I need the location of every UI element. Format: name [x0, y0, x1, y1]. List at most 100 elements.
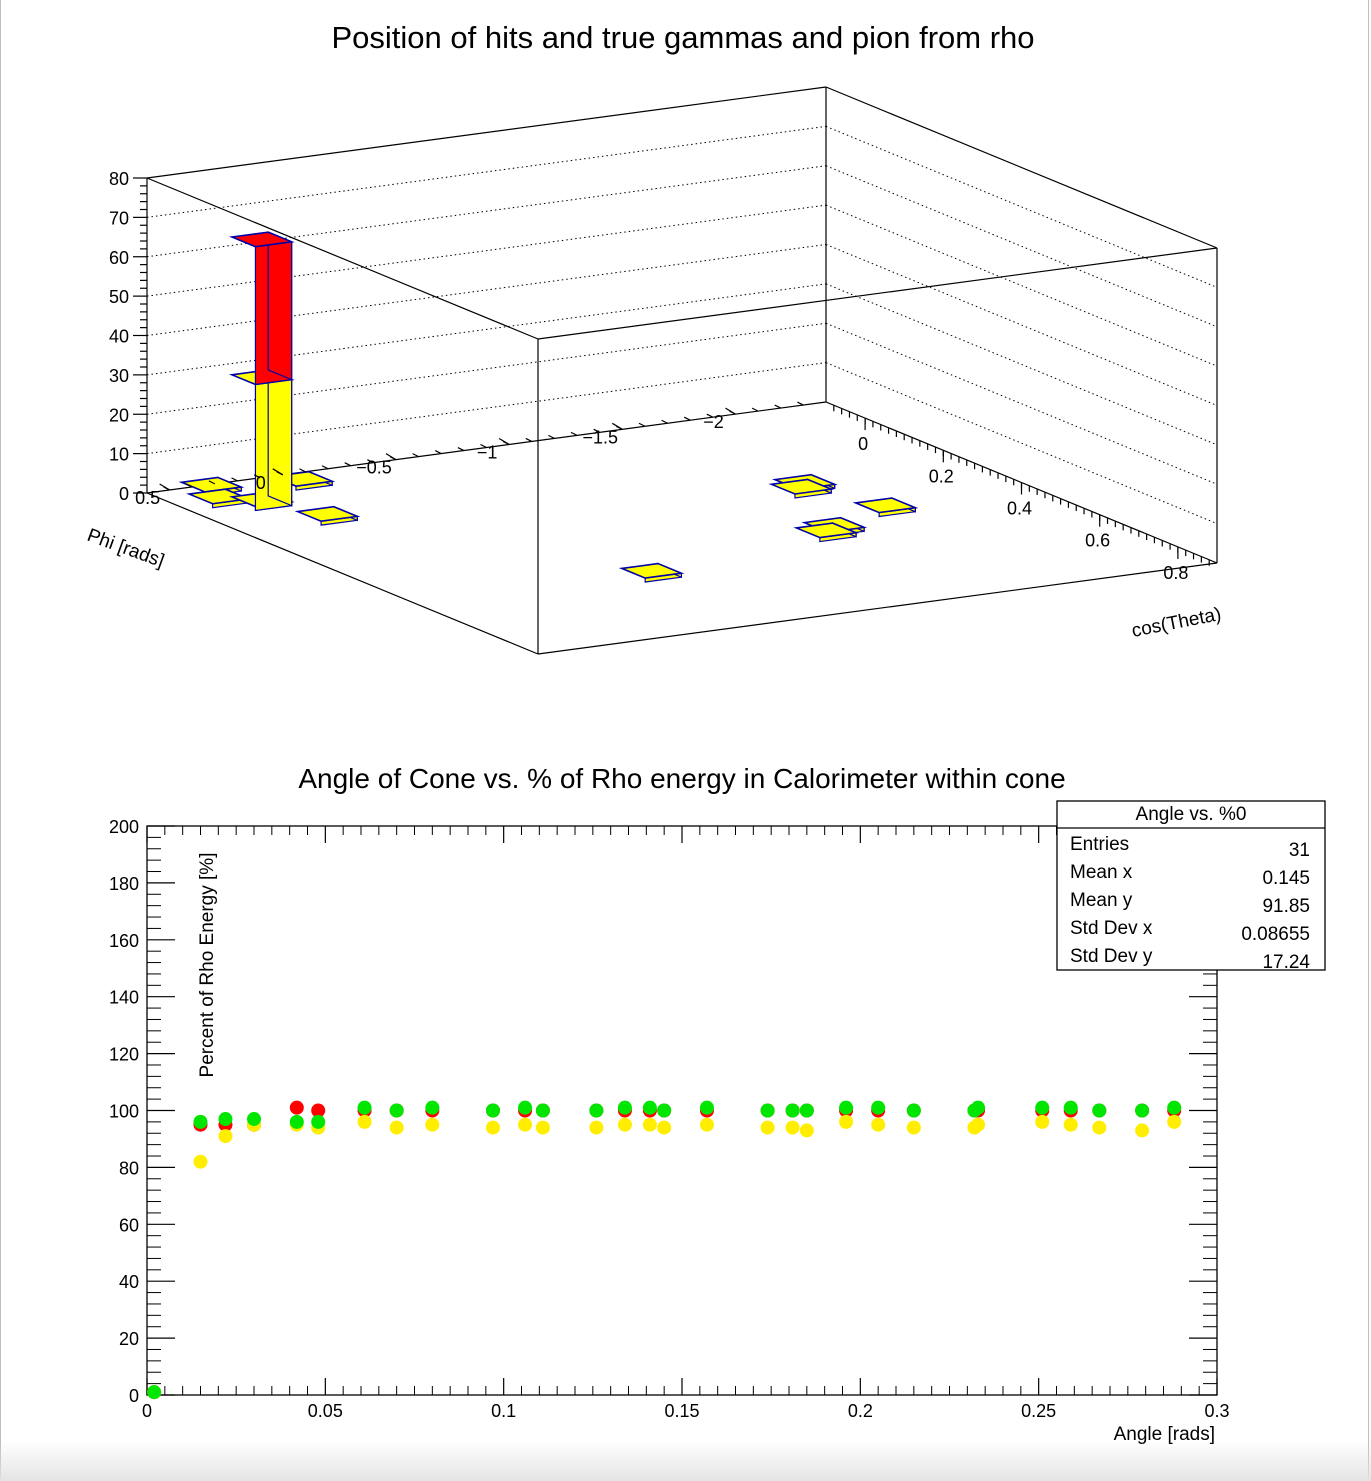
scatter-point-s2-20	[839, 1100, 854, 1115]
lego-y-minor	[367, 459, 374, 464]
scatter-point-s2-7	[389, 1103, 404, 1118]
lego-y-minor	[231, 477, 238, 482]
lego-y-minor	[389, 456, 397, 461]
stats-row-label-1: Mean x	[1070, 862, 1133, 883]
scatter-x-tick-label-5: 0.25	[1021, 1401, 1056, 1421]
lego-hit-3	[294, 505, 361, 526]
lego-hit-8	[852, 497, 919, 518]
scatter-point-s1-6	[357, 1114, 372, 1129]
scatter-point-s2-11	[535, 1103, 550, 1118]
scatter-point-s2-13	[617, 1100, 632, 1115]
lego-y-minor	[434, 450, 442, 455]
lego-y-minor	[729, 410, 736, 415]
scatter-point-s2-6	[357, 1100, 372, 1115]
lego-y-minor	[163, 486, 170, 491]
lego-floor-edge-front-right	[537, 562, 1218, 655]
lego-frame	[146, 86, 1218, 655]
scatter-point-s1-21	[871, 1117, 886, 1132]
lego-y-tick-label-1: 0	[256, 473, 266, 493]
scatter-x-tick-label-3: 0.15	[664, 1401, 699, 1421]
scatter-x-tick-label-4: 0.2	[848, 1401, 873, 1421]
bottom-shade	[0, 1441, 1371, 1481]
lego-y-minor	[253, 474, 261, 479]
lego-grid-right-6	[825, 165, 1218, 328]
lego-ticks: 0 10 20 30 40 50 60 70 80 0 0.2 0.4 0.6 0.8 0.5 0 −0.5 −1…	[109, 169, 1210, 583]
lego-z-tick-label-0: 0	[119, 484, 129, 504]
lego-y-minor	[208, 480, 216, 485]
scatter-point-s2-0	[147, 1385, 162, 1400]
lego-y-minor	[593, 428, 600, 433]
lego-z-tick-label-5: 50	[109, 287, 129, 307]
lego-z-tick-label-7: 70	[109, 208, 129, 228]
lego-y-tick-label-3: −1	[477, 442, 498, 462]
lego-grid-left-3	[146, 283, 827, 376]
scatter-point-s0-4	[289, 1100, 304, 1115]
lego-hit-5-top	[768, 478, 835, 495]
lego-bar-gamma	[228, 369, 295, 512]
stats-row-label-4: Std Dev y	[1070, 946, 1153, 967]
lego-y-minor	[683, 416, 691, 421]
lego-top-edge-front-left	[146, 177, 539, 340]
lego-y-minor	[774, 404, 782, 409]
scatter-point-s2-18	[785, 1103, 800, 1118]
lego-x-tick-label-2: 0.4	[1007, 499, 1032, 519]
lego-bar-pion-top	[228, 231, 295, 248]
scatter-x-tick-label-6: 0.3	[1204, 1401, 1229, 1421]
lego-grid-left-7	[146, 125, 827, 218]
lego-top-edge-back-left	[146, 86, 827, 179]
scatter-points	[147, 1100, 1182, 1400]
scatter-point-s1-15	[657, 1120, 672, 1135]
lego-grid-right-5	[825, 204, 1218, 367]
lego-y-minor	[502, 440, 510, 446]
scatter-y-tick-label-8: 160	[109, 931, 139, 951]
scatter-y-tick-label-9: 180	[109, 874, 139, 894]
scatter-point-s1-27	[1092, 1120, 1107, 1135]
lego-y-axis-label: Phi [rads]	[84, 525, 167, 572]
scatter-point-s1-14	[642, 1117, 657, 1132]
scatter-point-s1-7	[389, 1120, 404, 1135]
stats-row-value-0: 31	[1289, 840, 1310, 861]
lego-top-edge-front-right	[537, 247, 1218, 340]
scatter-point-s1-20	[839, 1114, 854, 1129]
scatter-point-s1-8	[425, 1117, 440, 1132]
lego-hit-5	[768, 478, 835, 499]
scatter-y-tick-label-6: 120	[109, 1045, 139, 1065]
lego-grid-left-2	[146, 322, 827, 415]
scatter-point-s1-25	[1035, 1114, 1050, 1129]
lego-z-tick-label-6: 60	[109, 248, 129, 268]
lego-grid-right-4	[825, 244, 1218, 406]
lego-bar-pion	[228, 231, 295, 386]
scatter-y-axis-label: Percent of Rho Energy [%]	[197, 853, 218, 1078]
scatter-y-tick-label-3: 60	[119, 1215, 139, 1235]
stats-box-frame	[1056, 800, 1326, 971]
lego-y-minor	[412, 453, 419, 458]
lego-z-tick-label-4: 40	[109, 327, 129, 347]
scatter-point-s2-4	[289, 1114, 304, 1129]
scatter-point-s1-24	[971, 1117, 986, 1132]
scatter-point-s1-12	[589, 1120, 604, 1135]
scatter-point-s2-24	[971, 1100, 986, 1115]
lego-z-tick-label-2: 20	[109, 405, 129, 425]
scatter-point-s1-16	[699, 1117, 714, 1132]
scatter-point-s1-2	[218, 1129, 233, 1144]
lego-y-minor	[185, 483, 193, 488]
lego-y-minor	[661, 419, 668, 424]
lego-y-minor	[706, 413, 714, 418]
scatter-point-s2-2	[218, 1112, 233, 1127]
lego-grid-right-2	[825, 322, 1218, 485]
lego-x-axis-label: cos(Theta)	[1130, 604, 1223, 642]
scatter-point-s2-22	[906, 1103, 921, 1118]
lego-y-minor	[299, 468, 306, 473]
scatter-point-s2-5	[311, 1114, 326, 1129]
lego-y-minor	[457, 446, 465, 452]
lego-hit-3-top	[294, 505, 361, 523]
lego-y-minor	[525, 437, 533, 442]
lego-x-tick-label-0: 0	[858, 434, 868, 454]
lego-y-minor	[797, 401, 804, 406]
scatter-point-s1-17	[760, 1120, 775, 1135]
scatter-point-s1-18	[785, 1120, 800, 1135]
lego-y-minor	[344, 462, 351, 467]
lego-y-minor	[480, 443, 487, 449]
scatter-point-s2-9	[485, 1103, 500, 1118]
